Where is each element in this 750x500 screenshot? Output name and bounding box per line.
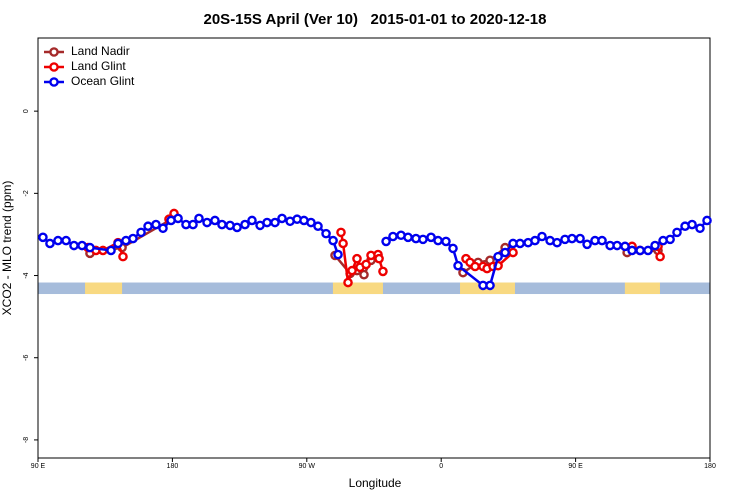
y-tick-label: -2 xyxy=(23,190,30,196)
data-point xyxy=(359,269,369,280)
data-point xyxy=(665,234,675,245)
legend-label: Ocean Glint xyxy=(71,74,135,88)
x-tick-label: 90 E xyxy=(568,463,583,470)
legend-marker xyxy=(49,77,59,87)
data-point xyxy=(612,240,622,251)
data-point xyxy=(338,238,348,249)
data-point xyxy=(530,235,540,246)
data-point xyxy=(202,217,212,228)
data-point xyxy=(136,227,146,238)
y-tick-label: -8 xyxy=(23,437,30,443)
data-point xyxy=(361,259,371,270)
data-point xyxy=(635,245,645,256)
data-point xyxy=(333,249,343,260)
data-point xyxy=(441,236,451,247)
data-point xyxy=(493,251,503,262)
data-point xyxy=(328,235,338,246)
land-band xyxy=(624,282,660,295)
data-point xyxy=(433,235,443,246)
data-point xyxy=(552,237,562,248)
data-point xyxy=(388,231,398,242)
data-point xyxy=(53,235,63,246)
land-band xyxy=(85,282,123,295)
data-point xyxy=(515,238,525,249)
data-point xyxy=(582,239,592,250)
y-axis-label: XCO2 - MLO trend (ppm) xyxy=(0,181,14,316)
x-tick-label: 0 xyxy=(439,463,443,470)
land-band xyxy=(332,282,383,295)
data-point xyxy=(158,223,168,234)
plot-frame xyxy=(37,37,711,459)
data-point xyxy=(277,213,287,224)
y-tick-label: 0 xyxy=(23,109,30,113)
x-tick-label: 180 xyxy=(167,463,179,470)
data-point xyxy=(378,266,388,277)
data-point xyxy=(113,238,123,249)
data-point xyxy=(627,245,637,256)
legend-label: Land Nadir xyxy=(71,44,130,58)
data-point xyxy=(643,245,653,256)
data-point xyxy=(240,219,250,230)
data-point xyxy=(313,221,323,232)
data-point xyxy=(143,221,153,232)
data-point xyxy=(672,227,682,238)
data-point xyxy=(448,243,458,254)
data-point xyxy=(687,219,697,230)
data-point xyxy=(374,253,384,264)
data-point xyxy=(403,232,413,243)
data-point xyxy=(151,219,161,230)
data-point xyxy=(702,215,712,226)
y-tick-label: -6 xyxy=(23,355,30,361)
data-point xyxy=(508,247,518,258)
data-point xyxy=(336,227,346,238)
x-tick-label: 90 W xyxy=(299,463,316,470)
data-point xyxy=(381,236,391,247)
data-point xyxy=(38,232,48,243)
legend-marker xyxy=(49,47,59,57)
data-point xyxy=(453,260,463,271)
data-point xyxy=(173,213,183,224)
data-point xyxy=(352,253,362,264)
data-point xyxy=(306,217,316,228)
data-point xyxy=(247,215,257,226)
data-point xyxy=(270,217,280,228)
data-point xyxy=(575,233,585,244)
data-point xyxy=(232,222,242,233)
legend-label: Land Glint xyxy=(71,59,126,73)
x-tick-label: 90 E xyxy=(31,463,46,470)
data-point xyxy=(106,245,116,256)
data-point xyxy=(262,217,272,228)
data-point xyxy=(655,251,665,262)
data-point xyxy=(418,234,428,245)
data-point xyxy=(69,240,79,251)
data-point xyxy=(128,233,138,244)
data-point xyxy=(470,261,480,272)
chart-title: 20S-15S April (Ver 10) 2015-01-01 to 202… xyxy=(204,11,547,28)
y-tick-label: -4 xyxy=(23,272,30,278)
data-point xyxy=(620,241,630,252)
data-point xyxy=(485,280,495,291)
x-axis-label: Longitude xyxy=(349,476,402,490)
data-point xyxy=(188,219,198,230)
data-point xyxy=(194,213,204,224)
data-point xyxy=(500,247,510,258)
data-point xyxy=(217,219,227,230)
data-point xyxy=(347,265,357,276)
data-point xyxy=(85,242,95,253)
x-tick-label: 180 xyxy=(704,463,716,470)
data-point xyxy=(61,235,71,246)
data-point xyxy=(567,233,577,244)
data-point xyxy=(118,251,128,262)
data-point xyxy=(597,235,607,246)
data-point xyxy=(77,240,87,251)
data-point xyxy=(321,228,331,239)
data-point xyxy=(695,223,705,234)
data-point xyxy=(650,240,660,251)
data-point xyxy=(45,238,55,249)
data-point xyxy=(343,277,353,288)
data-point xyxy=(537,231,547,242)
legend-marker xyxy=(49,62,59,72)
data-point xyxy=(210,215,220,226)
